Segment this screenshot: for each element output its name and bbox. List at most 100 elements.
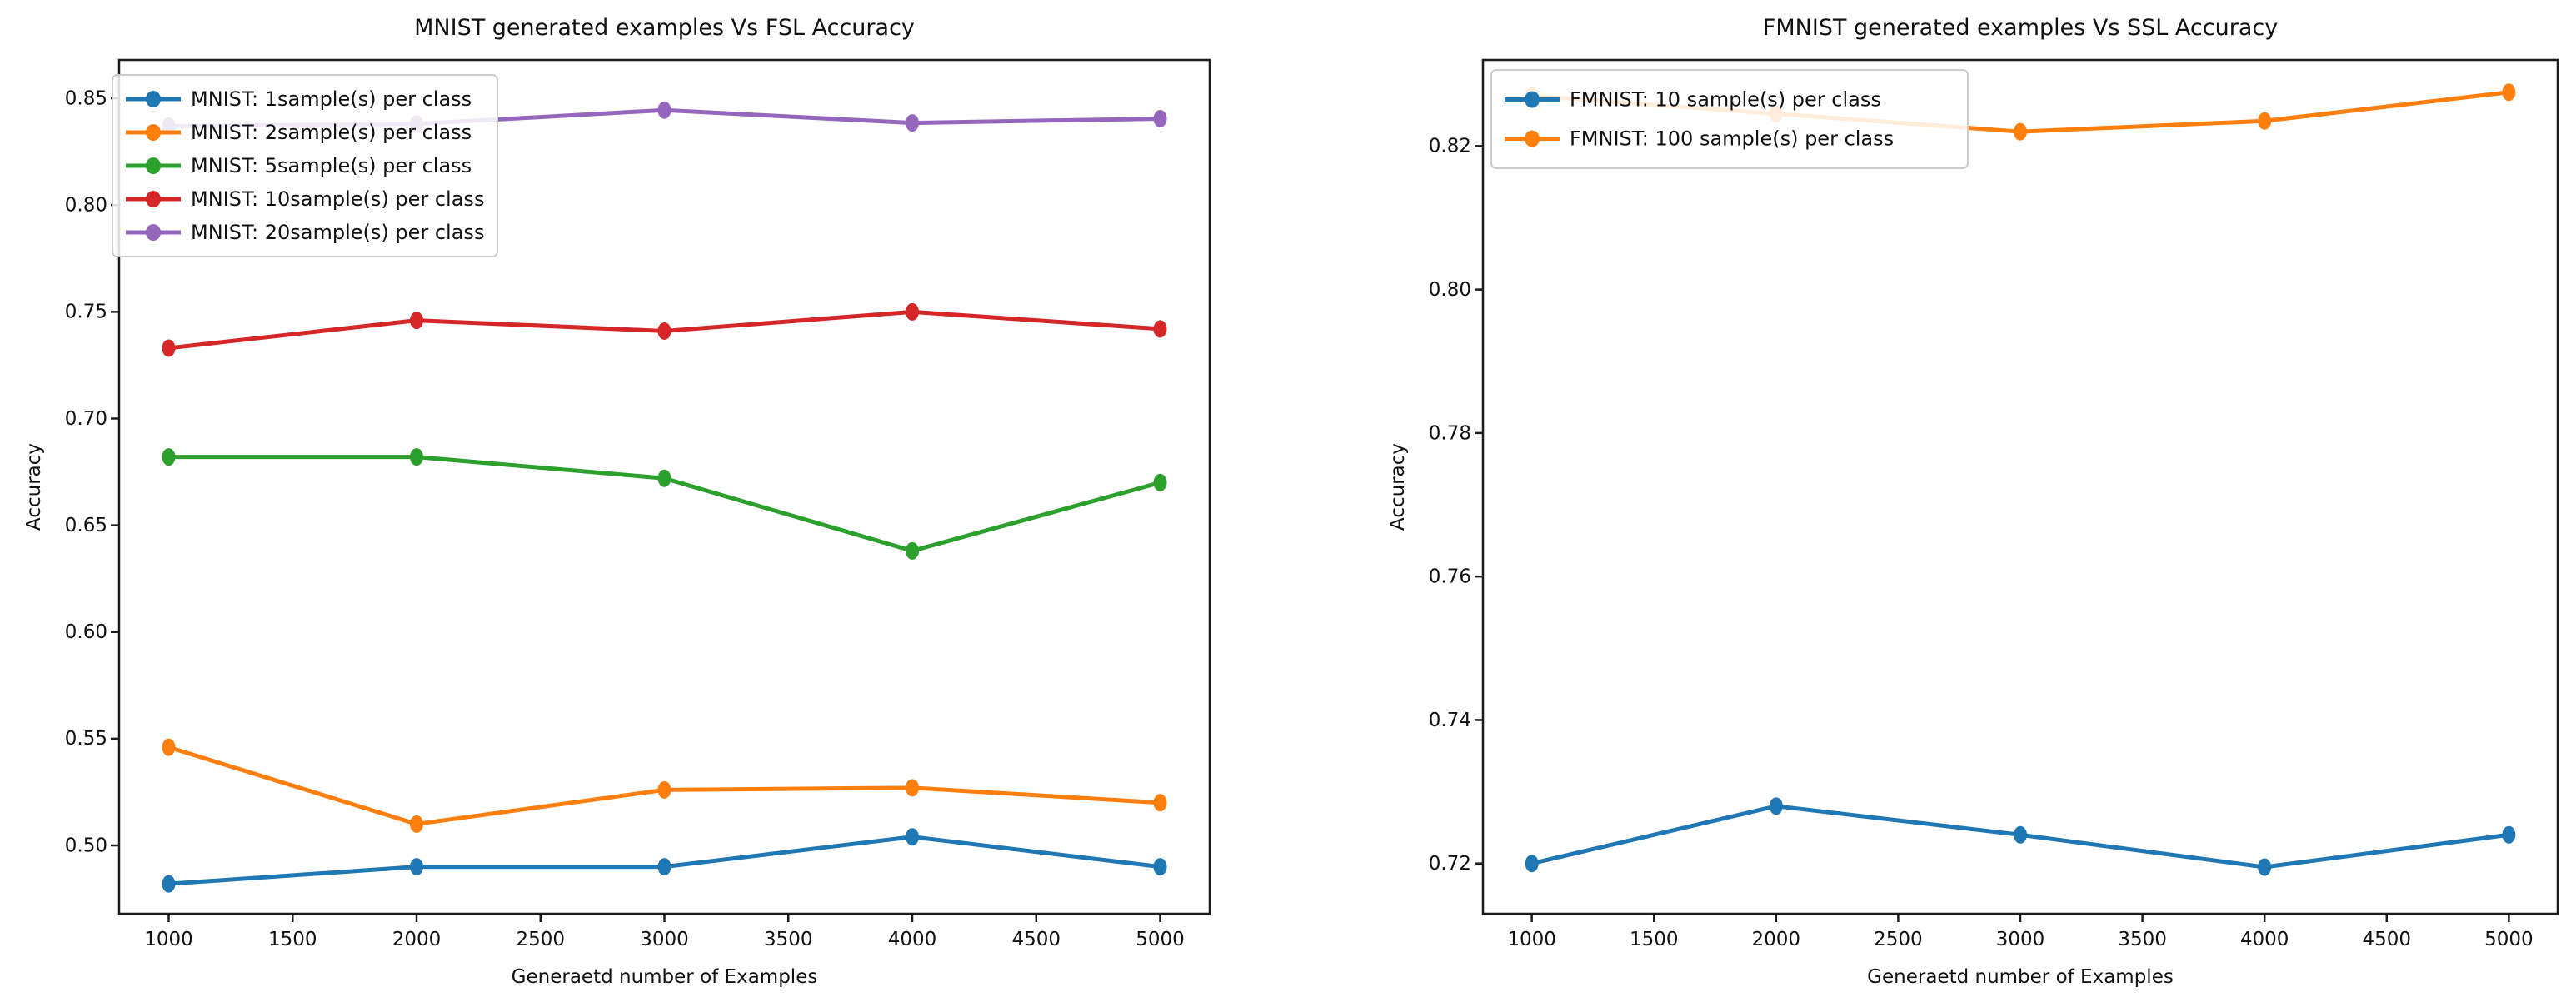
- legend-label: FMNIST: 100 sample(s) per class: [1570, 127, 1894, 151]
- y-tick-label: 0.80: [65, 195, 107, 217]
- legend-marker: [146, 91, 161, 107]
- data-point-marker: [657, 858, 671, 876]
- y-tick-label: 0.65: [65, 515, 107, 536]
- x-tick-label: 2500: [1874, 929, 1923, 950]
- y-tick-label: 0.55: [65, 728, 107, 750]
- x-tick-label: 3000: [640, 929, 689, 950]
- legend-marker: [146, 157, 161, 174]
- x-tick-label: 5000: [1136, 929, 1185, 950]
- y-tick-label: 0.85: [65, 87, 107, 109]
- data-point-marker: [410, 815, 423, 833]
- legend-box: FMNIST: 10 sample(s) per class FMNIST: 10…: [1490, 69, 1969, 169]
- data-point-marker: [162, 339, 176, 357]
- data-point-marker: [2502, 825, 2516, 844]
- data-point-marker: [162, 738, 176, 756]
- x-tick-label: 3500: [764, 929, 813, 950]
- data-point-marker: [1153, 109, 1167, 127]
- x-axis-label: Generaetd number of Examples: [1867, 966, 2174, 988]
- y-tick-label: 0.72: [1429, 853, 1471, 875]
- y-tick-label: 0.74: [1429, 710, 1471, 731]
- y-tick-label: 0.78: [1429, 422, 1471, 444]
- x-tick-label: 3500: [2118, 929, 2167, 950]
- legend-entry: MNIST: 20sample(s) per class: [126, 221, 484, 244]
- data-point-marker: [2258, 112, 2272, 130]
- data-point-marker: [1769, 797, 1783, 815]
- data-point-marker: [1153, 858, 1167, 876]
- x-tick-label: 1000: [1507, 929, 1556, 950]
- legend-entry: FMNIST: 10 sample(s) per class: [1505, 88, 1881, 112]
- y-tick-label: 0.80: [1429, 279, 1471, 301]
- y-tick-label: 0.70: [65, 408, 107, 430]
- x-tick-label: 1500: [1630, 929, 1679, 950]
- data-point-marker: [162, 875, 176, 893]
- plot-border: [117, 58, 1211, 915]
- legend-label: MNIST: 5sample(s) per class: [191, 154, 472, 177]
- legend-entry: MNIST: 5sample(s) per class: [126, 154, 472, 177]
- x-tick-label: 1500: [268, 929, 317, 950]
- data-point-marker: [1153, 320, 1167, 338]
- legend-label: MNIST: 1sample(s) per class: [191, 87, 472, 111]
- data-point-marker: [1153, 473, 1167, 491]
- x-tick-label: 2500: [516, 929, 565, 950]
- fmnist-ssl-accuracy-chart: FMNIST generated examples Vs SSL Accurac…: [1387, 15, 2559, 988]
- legend-marker: [146, 224, 161, 241]
- x-tick-label: 4000: [2240, 929, 2289, 950]
- x-axis-label: Generaetd number of Examples: [512, 966, 818, 988]
- data-point-marker: [906, 302, 919, 321]
- legend-marker: [1525, 130, 1540, 147]
- legend-frame: [1490, 69, 1969, 169]
- data-point-marker: [906, 779, 919, 797]
- mnist-fsl-chart-panel: MNIST generated examples Vs FSL Accuracy…: [23, 15, 1211, 988]
- data-point-marker: [162, 448, 176, 466]
- legend-box: MNIST: 1sample(s) per class MNIST: 2sampl…: [112, 74, 498, 257]
- y-axis-label: Accuracy: [1387, 443, 1409, 531]
- data-point-marker: [657, 780, 671, 799]
- x-tick-label: 4500: [1011, 929, 1061, 950]
- legend-marker: [146, 124, 161, 141]
- data-point-marker: [2502, 83, 2516, 102]
- data-point-marker: [1153, 794, 1167, 812]
- x-tick-label: 4000: [888, 929, 937, 950]
- legend-label: MNIST: 10sample(s) per class: [191, 187, 484, 211]
- legend-marker: [146, 191, 161, 207]
- legend-entry: MNIST: 1sample(s) per class: [126, 87, 472, 111]
- y-tick-label: 0.60: [65, 621, 107, 643]
- y-tick-label: 0.75: [65, 302, 107, 323]
- data-point-marker: [657, 322, 671, 340]
- legend-label: MNIST: 2sample(s) per class: [191, 121, 472, 144]
- data-point-marker: [2014, 825, 2027, 844]
- chart-title: FMNIST generated examples Vs SSL Accurac…: [1763, 15, 2278, 41]
- legend-marker: [1525, 91, 1540, 108]
- data-point-marker: [2014, 122, 2027, 141]
- plot-border: [1481, 58, 2559, 915]
- data-point-marker: [906, 541, 919, 560]
- legend-entry: MNIST: 10sample(s) per class: [126, 187, 484, 211]
- y-tick-label: 0.76: [1429, 566, 1471, 588]
- x-tick-label: 4500: [2362, 929, 2411, 950]
- legend-frame: [112, 74, 498, 257]
- data-point-marker: [657, 101, 671, 119]
- legend-entry: FMNIST: 100 sample(s) per class: [1505, 127, 1894, 151]
- mnist-fsl-accuracy-chart: MNIST generated examples Vs FSL Accuracy…: [23, 15, 1211, 988]
- x-tick-label: 1000: [144, 929, 193, 950]
- data-point-marker: [906, 114, 919, 132]
- data-point-marker: [410, 312, 423, 330]
- data-point-marker: [657, 469, 671, 487]
- y-tick-label: 0.82: [1429, 136, 1471, 157]
- legend-label: MNIST: 20sample(s) per class: [191, 221, 484, 244]
- data-point-marker: [1525, 855, 1539, 873]
- x-tick-label: 2000: [1752, 929, 1801, 950]
- data-point-marker: [906, 828, 919, 846]
- y-axis-label: Accuracy: [23, 443, 45, 531]
- x-tick-label: 2000: [392, 929, 442, 950]
- y-tick-label: 0.50: [65, 835, 107, 856]
- x-tick-label: 5000: [2484, 929, 2534, 950]
- x-tick-label: 3000: [1996, 929, 2045, 950]
- data-point-marker: [2258, 858, 2272, 876]
- chart-title: MNIST generated examples Vs FSL Accuracy: [414, 15, 915, 41]
- legend-entry: MNIST: 2sample(s) per class: [126, 121, 472, 144]
- fmnist-ssl-chart-panel: FMNIST generated examples Vs SSL Accurac…: [1288, 0, 2576, 1002]
- data-point-marker: [410, 858, 423, 876]
- legend-label: FMNIST: 10 sample(s) per class: [1570, 88, 1881, 112]
